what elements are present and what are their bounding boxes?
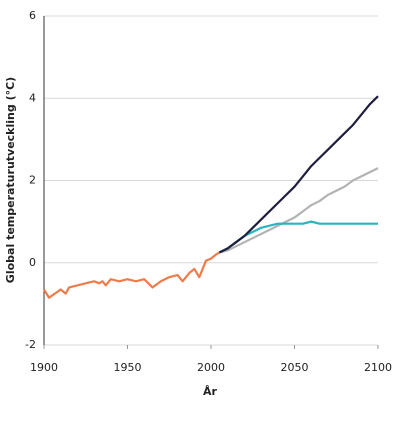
y-tick-label: 2	[29, 174, 36, 187]
line-series	[43, 251, 220, 299]
x-tick-label: 2000	[197, 361, 225, 374]
y-axis-title: Global temperaturutveckling (°C)	[4, 77, 17, 283]
x-tick-label: 1950	[114, 361, 142, 374]
x-tick-label: 2100	[364, 361, 392, 374]
y-tick-label: -2	[25, 338, 36, 351]
line-series	[218, 95, 379, 254]
y-tick-label: 0	[29, 256, 36, 269]
x-axis-title: År	[203, 385, 218, 398]
line-series	[219, 167, 379, 254]
x-tick-label: 2050	[281, 361, 309, 374]
y-tick-label: 6	[29, 9, 36, 22]
x-tick-label: 1900	[30, 361, 58, 374]
y-tick-label: 4	[29, 91, 36, 104]
